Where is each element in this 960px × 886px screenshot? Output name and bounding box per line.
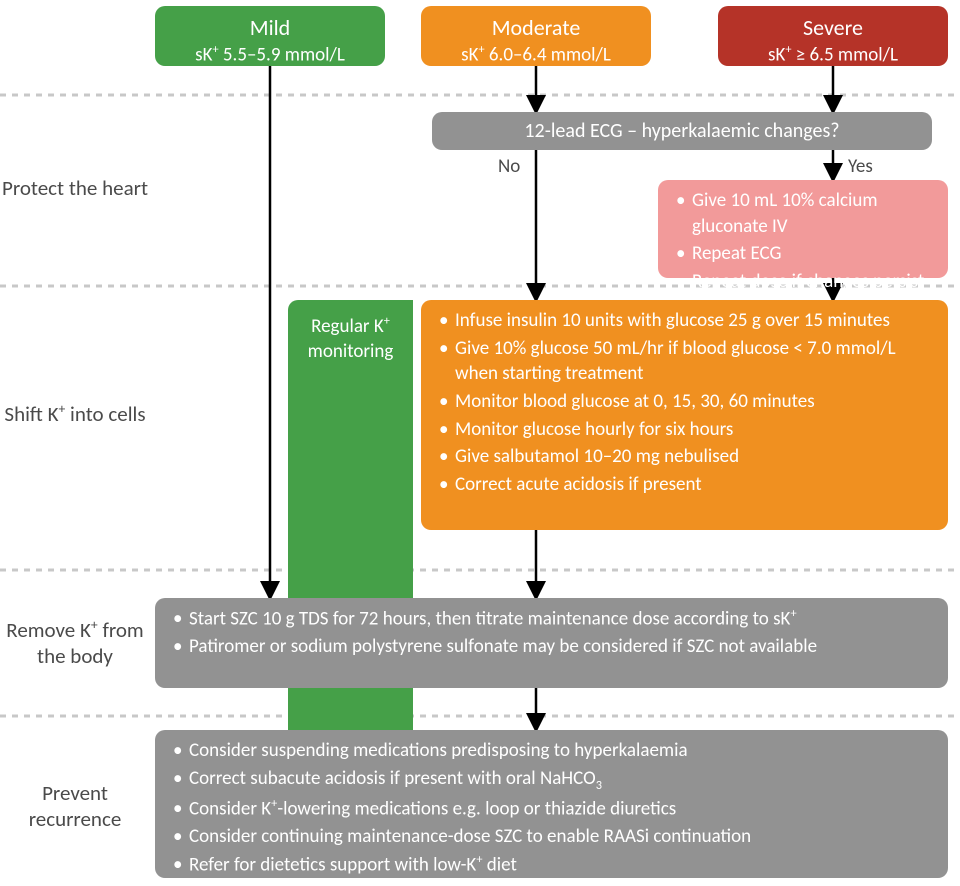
calcium-item: Give 10 mL 10% calcium gluconate IV <box>672 188 934 239</box>
section-label-remove: Remove K+ from the body <box>0 616 150 670</box>
header-severe-sub: sK+ ≥ 6.5 mmol/L <box>732 42 934 67</box>
calcium-list: Give 10 mL 10% calcium gluconate IV Repe… <box>672 188 934 295</box>
shift-item: Correct acute acidosis if present <box>435 472 934 498</box>
prevent-item: Consider K+-lowering medications e.g. lo… <box>169 796 934 822</box>
shift-box: Infuse insulin 10 units with glucose 25 … <box>421 300 948 530</box>
prevent-item: Consider suspending medications predispo… <box>169 738 934 764</box>
shift-list: Infuse insulin 10 units with glucose 25 … <box>435 308 934 497</box>
calcium-item: Repeat ECG <box>672 241 934 267</box>
shift-item: Give 10% glucose 50 mL/hr if blood gluco… <box>435 336 934 387</box>
prevent-list: Consider suspending medications predispo… <box>169 738 934 878</box>
header-mild: Mild sK+ 5.5–5.9 mmol/L <box>155 6 385 66</box>
calcium-item: Repeat dose if changes persist <box>672 269 934 295</box>
prevent-item: Refer for dietetics support with low-K+ … <box>169 852 934 878</box>
section-label-shift: Shift K+ into cells <box>0 400 150 427</box>
prevent-box: Consider suspending medications predispo… <box>155 730 948 878</box>
ecg-question-text: 12-lead ECG – hyperkalaemic changes? <box>524 119 839 143</box>
header-severe: Severe sK+ ≥ 6.5 mmol/L <box>718 6 948 66</box>
shift-item: Infuse insulin 10 units with glucose 25 … <box>435 308 934 334</box>
shift-item: Monitor blood glucose at 0, 15, 30, 60 m… <box>435 389 934 415</box>
header-moderate-sub: sK+ 6.0–6.4 mmol/L <box>435 42 637 67</box>
header-moderate-title: Moderate <box>435 14 637 42</box>
header-severe-title: Severe <box>732 14 934 42</box>
remove-item: Start SZC 10 g TDS for 72 hours, then ti… <box>169 606 934 632</box>
header-mild-sub: sK+ 5.5–5.9 mmol/L <box>169 42 371 67</box>
shift-item: Give salbutamol 10–20 mg nebulised <box>435 444 934 470</box>
ecg-label-no: No <box>498 155 520 178</box>
shift-item: Monitor glucose hourly for six hours <box>435 417 934 443</box>
ecg-label-yes: Yes <box>848 155 873 178</box>
remove-list: Start SZC 10 g TDS for 72 hours, then ti… <box>169 606 934 660</box>
header-moderate: Moderate sK+ 6.0–6.4 mmol/L <box>421 6 651 66</box>
calcium-box: Give 10 mL 10% calcium gluconate IV Repe… <box>658 180 948 278</box>
ecg-question-box: 12-lead ECG – hyperkalaemic changes? <box>432 112 932 150</box>
remove-item: Patiromer or sodium polystyrene sulfonat… <box>169 634 934 660</box>
section-label-protect: Protect the heart <box>0 175 150 201</box>
prevent-item: Correct subacute acidosis if present wit… <box>169 766 934 794</box>
section-label-prevent: Prevent recurrence <box>0 780 150 833</box>
remove-box: Start SZC 10 g TDS for 72 hours, then ti… <box>155 598 948 688</box>
header-mild-title: Mild <box>169 14 371 42</box>
monitoring-text: Regular K+ monitoring <box>308 315 394 363</box>
prevent-item: Consider continuing maintenance-dose SZC… <box>169 824 934 850</box>
